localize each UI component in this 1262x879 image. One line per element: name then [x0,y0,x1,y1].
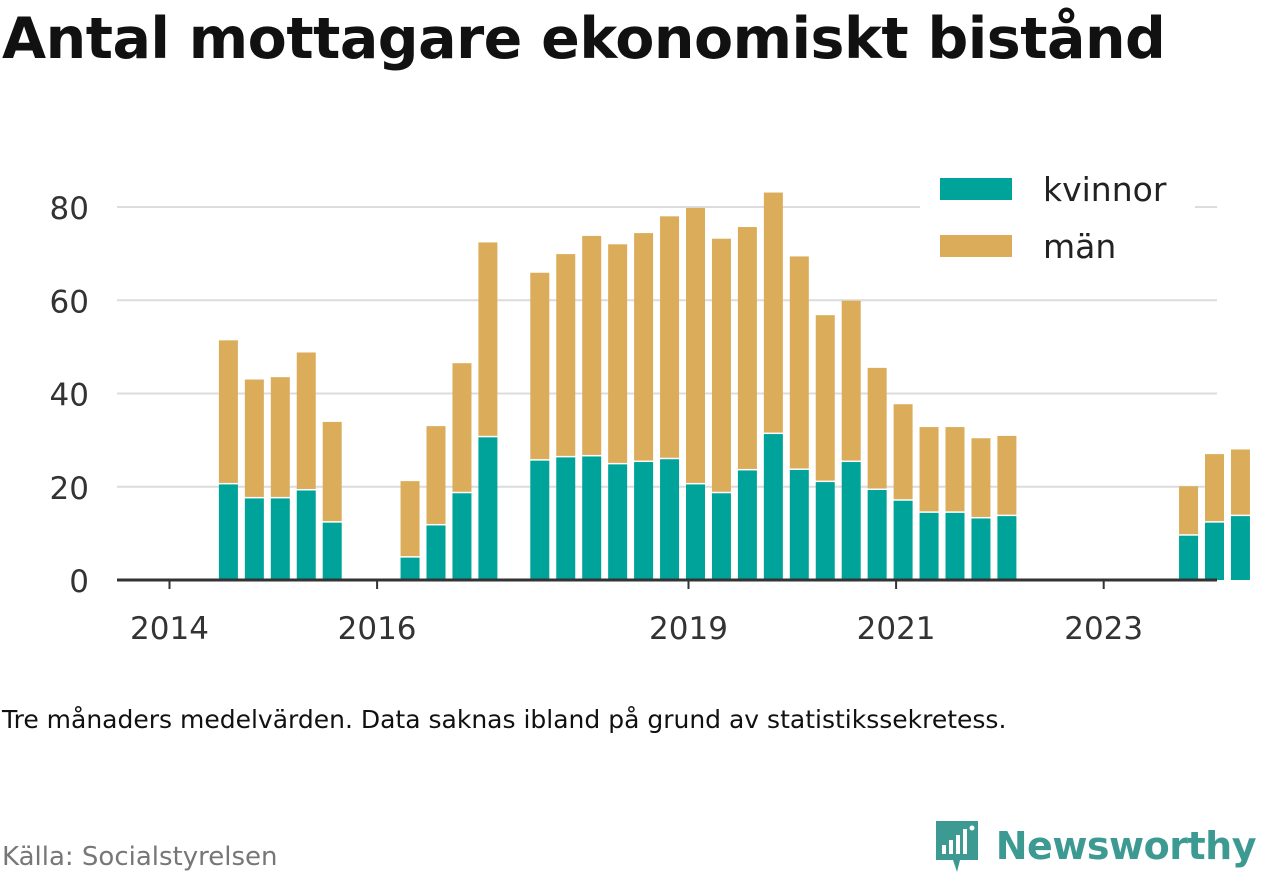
bar-män [244,379,264,497]
legend-label: män [1043,227,1116,266]
bar-män [582,235,602,455]
bar-kvinnor [997,516,1017,580]
bar-kvinnor [556,457,576,580]
bar-män [1179,486,1199,535]
bar-kvinnor [945,512,965,580]
chart-title: Antal mottagare ekonomiskt bistånd [2,6,1166,72]
bar-män [815,315,835,481]
bar-kvinnor [737,470,757,580]
bar-män [270,377,290,497]
bar-kvinnor [660,459,680,580]
bar-kvinnor [452,493,472,580]
x-tick-label: 2016 [338,611,417,647]
bar-kvinnor [400,557,420,580]
bar-kvinnor [426,525,446,580]
bar-kvinnor [530,460,550,580]
bar-kvinnor [789,469,809,580]
bar-män [945,427,965,512]
bar-kvinnor [763,434,783,580]
bar-män [893,404,913,500]
bar-män [452,363,472,492]
bar-män [763,192,783,433]
legend-swatch-män [940,235,1012,257]
bar-män [867,367,887,489]
newsworthy-logo-icon [935,821,978,872]
y-tick-label: 0 [69,564,89,600]
bar-män [296,352,316,489]
bar-kvinnor [244,498,264,580]
brand-name: Newsworthy [995,824,1257,868]
bar-män [530,272,550,460]
bar-män [789,256,809,469]
bar-kvinnor [841,462,861,580]
bar-män [608,244,628,463]
bar-män [660,216,680,458]
bar-kvinnor [270,498,290,580]
bar-män [1205,454,1224,522]
bar-kvinnor [634,462,654,580]
bar-män [997,435,1017,515]
x-tick-label: 2021 [857,611,936,647]
y-tick-label: 60 [50,284,89,320]
bar-kvinnor [218,484,238,580]
bar-män [971,438,991,517]
bar-män [400,481,420,557]
y-tick-label: 20 [50,471,89,507]
bar-män [686,207,705,483]
x-tick-label: 2019 [649,611,728,647]
x-axis: 2014 2016 2019 2021 2023 [117,578,1217,647]
bar-kvinnor [686,484,705,580]
chart: 0 20 40 60 80 2014 2016 2019 2021 2023 kvinnor mä… [49,165,1250,647]
bar-kvinnor [867,490,887,580]
bar-män [556,254,576,456]
bar-kvinnor [815,482,835,580]
bar-män [218,340,238,483]
x-tick-label: 2014 [130,611,209,647]
x-tick-label: 2023 [1064,611,1143,647]
bar-män [919,427,939,512]
bar-kvinnor [711,493,731,580]
bar-kvinnor [608,464,628,580]
bar-män [711,238,731,492]
bar-män [841,300,861,461]
chart-note: Tre månaders medelvärden. Data saknas ib… [2,705,1007,734]
legend-label: kvinnor [1043,170,1167,209]
bar-kvinnor [919,512,939,580]
bar-kvinnor [322,522,342,580]
bar-kvinnor [296,490,316,580]
brand: Newsworthy [932,818,1257,874]
bars [218,192,1250,580]
bar-kvinnor [1230,516,1250,580]
bar-kvinnor [893,500,913,580]
bar-kvinnor [478,437,498,580]
y-tick-label: 80 [50,191,89,227]
bar-kvinnor [1179,535,1199,580]
bar-män [426,426,446,524]
bar-män [634,233,654,461]
bar-män [737,227,757,469]
source-text: Källa: Socialstyrelsen [2,842,278,872]
legend: kvinnor män [920,165,1195,275]
y-axis: 0 20 40 60 80 [50,191,89,600]
bar-män [478,242,498,436]
legend-swatch-kvinnor [940,178,1012,200]
bar-kvinnor [582,456,602,580]
y-tick-label: 40 [50,378,89,414]
bar-kvinnor [971,518,991,580]
bar-män [1230,449,1250,515]
bar-män [322,421,342,522]
bar-kvinnor [1205,522,1224,580]
